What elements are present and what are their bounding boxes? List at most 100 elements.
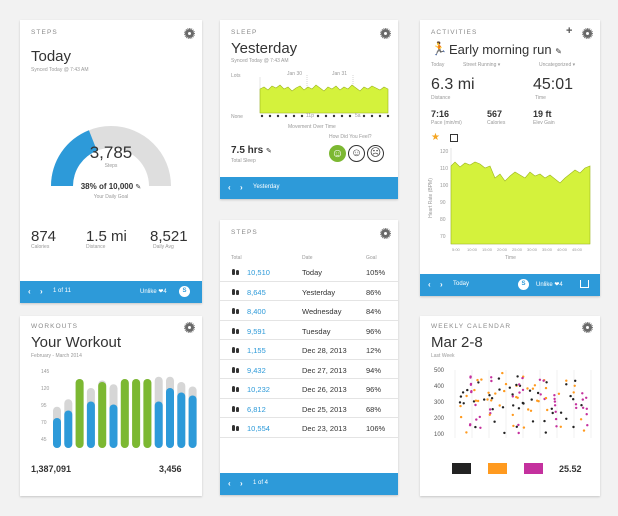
table-row[interactable]: 10,554 Dec 23, 2013 106%: [220, 418, 398, 438]
share-icon[interactable]: [580, 280, 589, 288]
scatter-point: [530, 398, 533, 401]
y-tick: 100: [440, 183, 449, 189]
gauge-fill: [51, 130, 97, 186]
chevron-left-icon[interactable]: ‹: [428, 280, 431, 289]
row-total[interactable]: 6,812: [247, 404, 266, 414]
gear-icon[interactable]: [380, 228, 391, 239]
pencil-icon[interactable]: ✎: [135, 184, 142, 191]
scatter-point: [504, 382, 508, 386]
row-total[interactable]: 9,432: [247, 365, 266, 375]
note-icon[interactable]: [450, 134, 458, 142]
table-row[interactable]: 8,645 Yesterday 86%: [220, 282, 398, 301]
y-tick: 95: [41, 403, 47, 409]
gear-icon[interactable]: [380, 28, 391, 39]
row-total[interactable]: 8,400: [247, 307, 266, 316]
weekly-value: 25.52: [559, 464, 582, 474]
card-label: STEPS: [231, 229, 258, 236]
star-icon[interactable]: ★: [431, 132, 440, 143]
chevron-left-icon[interactable]: ‹: [28, 287, 31, 296]
scatter-point: [569, 394, 572, 398]
pencil-icon[interactable]: ✎: [555, 47, 562, 56]
x-axis-label: Time: [505, 255, 516, 261]
scatter-point: [585, 407, 588, 410]
row-total[interactable]: 1,155: [247, 346, 266, 355]
total-left: 1,387,091: [31, 464, 72, 474]
page-title: Yesterday: [231, 40, 298, 57]
chevron-left-icon[interactable]: ‹: [228, 183, 231, 192]
scatter-point: [553, 400, 557, 403]
scatter-point: [476, 399, 480, 403]
scatter-point: [518, 383, 521, 386]
scatter-point: [466, 388, 469, 392]
happy-face-icon[interactable]: ☺: [329, 145, 346, 162]
scatter-point: [501, 371, 504, 375]
table-row[interactable]: 6,812 Dec 25, 2013 68%: [220, 399, 398, 418]
scatter-point: [581, 398, 584, 401]
share-badge[interactable]: S: [179, 286, 190, 297]
scatter-point: [555, 425, 558, 428]
scatter-point: [546, 408, 549, 412]
gear-icon[interactable]: [184, 322, 195, 333]
scatter-point: [512, 404, 515, 407]
y-tick: 120: [41, 386, 50, 392]
scatter-point: [512, 424, 515, 428]
pace-value: 7:16: [431, 109, 450, 119]
date-range: February - March 2014: [31, 353, 82, 359]
workout-bar: [166, 388, 174, 448]
table-row[interactable]: 8,400 Wednesday 84%: [220, 301, 398, 321]
stat-avg-value: 8,521: [150, 228, 188, 245]
row-total[interactable]: 8,645: [247, 287, 266, 297]
chevron-right-icon[interactable]: ›: [40, 287, 43, 296]
pencil-icon[interactable]: ✎: [266, 148, 272, 155]
row-total[interactable]: 10,510: [247, 268, 270, 277]
x-tick: 10:00: [467, 247, 478, 252]
scatter-point: [531, 387, 535, 390]
scatter-point: [473, 388, 476, 392]
scatter-point: [501, 406, 505, 409]
activity-type-dropdown[interactable]: Street Running ▾: [463, 62, 501, 68]
workout-bar: [109, 404, 118, 448]
table-row[interactable]: 9,591 Tuesday 96%: [220, 321, 398, 340]
scatter-point: [559, 425, 562, 428]
scatter-point: [516, 375, 519, 378]
unlike-button[interactable]: Unlike ❤4: [140, 289, 167, 295]
table-row[interactable]: 10,510 Today 105%: [220, 262, 398, 282]
scatter-point: [565, 379, 568, 382]
table-row[interactable]: 1,155 Dec 28, 2013 12%: [220, 340, 398, 360]
card-label: ACTIVITIES: [431, 29, 478, 36]
footprints-icon: [232, 346, 240, 353]
gear-icon[interactable]: [582, 28, 593, 39]
sad-face-icon[interactable]: ☹: [367, 145, 384, 162]
row-total[interactable]: 10,554: [247, 424, 270, 433]
scatter-point: [543, 419, 546, 423]
unlike-button[interactable]: Unlike ❤4: [536, 282, 563, 288]
x-tick: 25:00: [512, 247, 523, 252]
scatter-point: [575, 406, 578, 410]
scatter-point: [585, 413, 588, 416]
scatter-point: [572, 425, 575, 429]
scatter-point: [458, 401, 462, 404]
row-date: Dec 27, 2013: [302, 365, 347, 375]
plus-icon[interactable]: +: [566, 25, 573, 37]
calories-label: Calories: [487, 120, 506, 126]
row-total[interactable]: 10,232: [247, 385, 270, 394]
chevron-right-icon[interactable]: ›: [240, 479, 243, 488]
elev-label: Elev Gain: [533, 120, 555, 126]
gear-icon[interactable]: [184, 28, 195, 39]
row-total[interactable]: 9,591: [247, 326, 266, 336]
neutral-face-icon[interactable]: ☺: [348, 145, 365, 162]
chevron-right-icon[interactable]: ›: [240, 183, 243, 192]
table-row[interactable]: 10,232 Dec 26, 2013 96%: [220, 379, 398, 399]
scatter-point: [551, 411, 554, 415]
chevron-right-icon[interactable]: ›: [440, 280, 443, 289]
activity-category-dropdown[interactable]: Uncategorized ▾: [539, 62, 576, 68]
scatter-point: [490, 376, 493, 379]
share-badge[interactable]: S: [518, 279, 529, 290]
chevron-left-icon[interactable]: ‹: [228, 479, 231, 488]
gear-icon[interactable]: [582, 322, 593, 333]
scatter-point: [554, 417, 558, 421]
table-row[interactable]: 9,432 Dec 27, 2013 94%: [220, 360, 398, 379]
weekly-scatter-chart: [454, 370, 592, 438]
scatter-point: [582, 429, 586, 432]
sleep-card: SLEEP Yesterday Synced Today @ 7:43 AM L…: [220, 20, 398, 199]
